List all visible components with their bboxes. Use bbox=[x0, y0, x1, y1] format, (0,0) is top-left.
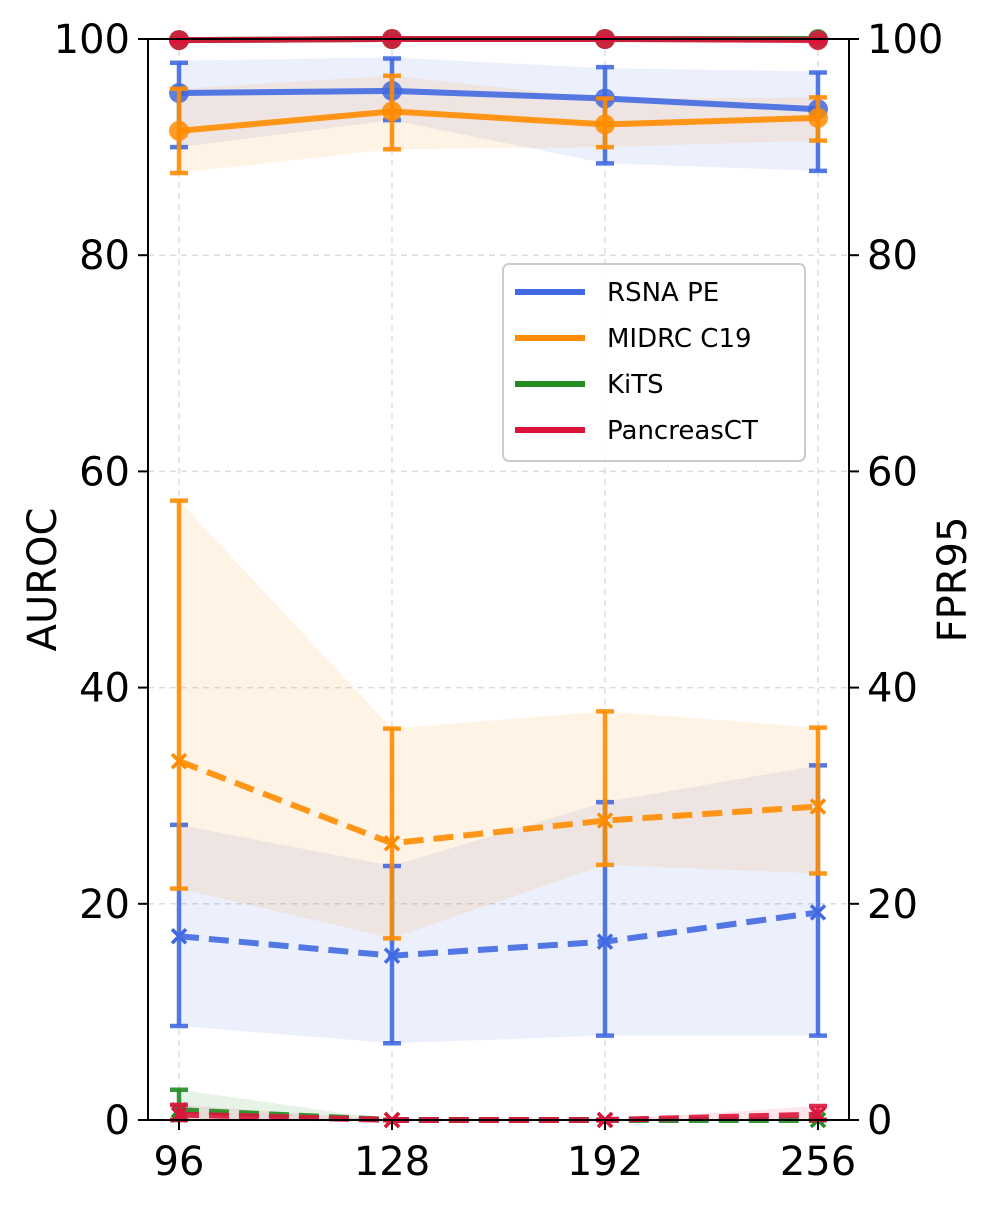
y-tick-label: 80 bbox=[79, 233, 130, 279]
fpr95-band-midrc-c19 bbox=[179, 500, 818, 939]
fpr95-marker-stroke bbox=[809, 798, 827, 815]
y-tick-label: 0 bbox=[105, 1098, 130, 1144]
y2-tick-label: 40 bbox=[867, 666, 918, 712]
legend-entry-kits: KiTS bbox=[607, 370, 664, 400]
x-tick-label: 96 bbox=[154, 1139, 205, 1185]
auroc-point-pancreasct bbox=[169, 30, 189, 51]
fpr95-marker-stroke bbox=[170, 752, 188, 770]
y-tick-label: 20 bbox=[79, 882, 130, 928]
fpr95-point-rsna-pe bbox=[809, 904, 827, 921]
line-layer bbox=[169, 29, 828, 1129]
fpr95-point-midrc-c19 bbox=[383, 835, 401, 852]
legend-entry-midrc-c19: MIDRC C19 bbox=[607, 324, 752, 354]
fpr95-marker-stroke bbox=[383, 835, 401, 852]
fpr95-line-midrc-c19 bbox=[177, 758, 819, 847]
legend: RSNA PE MIDRC C19 KiTS PancreasCT bbox=[502, 263, 806, 462]
auroc-line-rsna-pe bbox=[178, 87, 819, 113]
fpr95-marker-stroke bbox=[383, 947, 401, 964]
fpr95-point-midrc-c19 bbox=[170, 752, 188, 770]
fpr95-marker-stroke bbox=[596, 812, 614, 829]
y-tick-label: 40 bbox=[79, 666, 130, 712]
fpr95-point-midrc-c19 bbox=[809, 798, 827, 815]
auroc-point-pancreasct bbox=[808, 30, 828, 51]
auroc-point-midrc-c19 bbox=[382, 101, 402, 122]
legend-frame bbox=[502, 263, 806, 462]
y2-tick-label: 20 bbox=[867, 882, 918, 928]
auroc-line-midrc-c19 bbox=[178, 108, 819, 134]
fpr95-line-rsna-pe bbox=[178, 909, 819, 959]
y-axis-label: AUROC bbox=[20, 508, 66, 652]
auroc-point-midrc-c19 bbox=[595, 114, 615, 135]
legend-entry-pancreasct: PancreasCT bbox=[607, 416, 758, 446]
fpr95-band-rsna-pe bbox=[179, 765, 818, 1044]
fpr95-point-rsna-pe bbox=[596, 933, 614, 950]
axes-layer: 0 20 40 60 80 100 0 20 40 60 80 100 96 128 192 256 bbox=[54, 17, 944, 1185]
x-tick-label: 256 bbox=[780, 1139, 856, 1185]
auroc-point-midrc-c19 bbox=[808, 107, 828, 128]
fpr95-marker-stroke bbox=[809, 904, 827, 921]
y2-tick-label: 0 bbox=[867, 1098, 892, 1144]
fpr95-point-midrc-c19 bbox=[596, 812, 614, 829]
auroc-point-midrc-c19 bbox=[169, 120, 189, 141]
y-tick-label: 100 bbox=[54, 17, 130, 63]
legend-entry-rsna-pe: RSNA PE bbox=[607, 278, 719, 308]
band-layer bbox=[179, 39, 818, 1120]
x-tick-label: 192 bbox=[567, 1139, 643, 1185]
x-tick-label: 128 bbox=[354, 1139, 430, 1185]
fpr95-marker-stroke bbox=[596, 933, 614, 950]
y2-tick-label: 60 bbox=[867, 449, 918, 495]
auroc-band-rsna-pe bbox=[179, 57, 818, 171]
y2-axis-label: FPR95 bbox=[930, 517, 976, 643]
fpr95-point-rsna-pe bbox=[383, 947, 401, 964]
y2-tick-label: 80 bbox=[867, 233, 918, 279]
y-tick-label: 60 bbox=[79, 449, 130, 495]
y2-tick-label: 100 bbox=[867, 17, 943, 63]
fpr95-point-rsna-pe bbox=[170, 927, 188, 945]
fpr95-marker-stroke bbox=[170, 927, 188, 945]
